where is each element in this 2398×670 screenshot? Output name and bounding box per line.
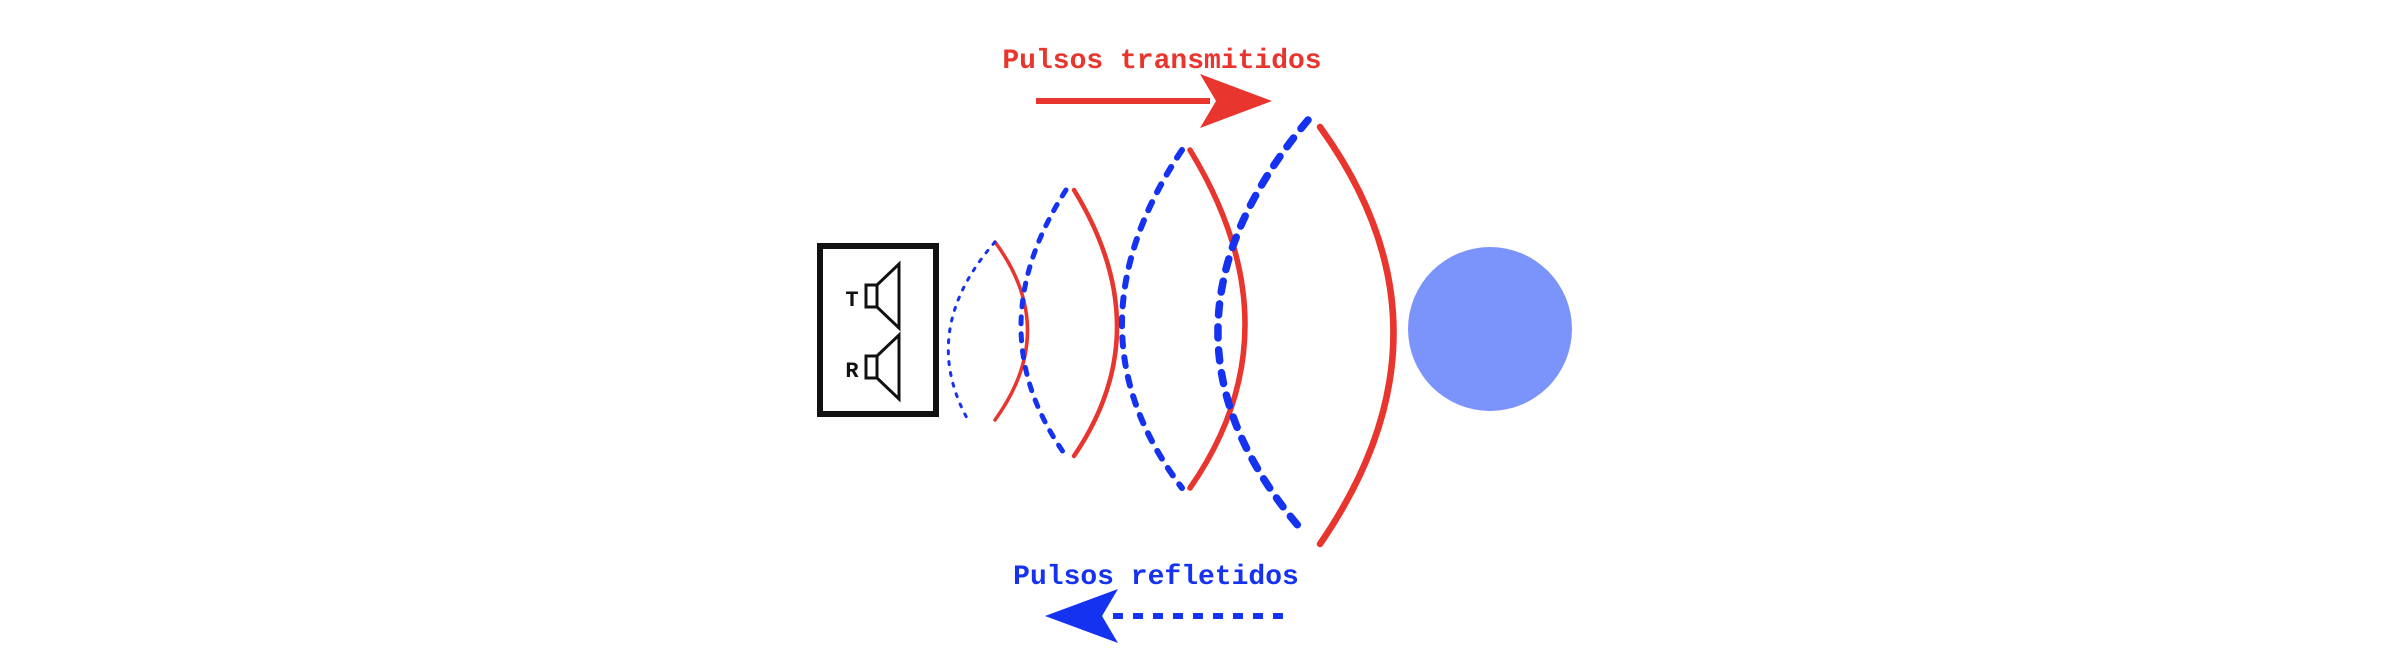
transmitted-wave-3 — [1187, 147, 1248, 491]
reflected-arrow — [1045, 589, 1283, 643]
reflected-pulses-label: Pulsos refletidos — [1013, 562, 1299, 593]
reflected-wavefronts — [946, 116, 1312, 532]
transmitted-wave-4 — [1316, 123, 1397, 548]
reflected-wave-4 — [1214, 116, 1312, 532]
transmitted-wave-1 — [993, 240, 1030, 422]
reflected-wave-3 — [1119, 147, 1185, 491]
transmitted-pulses-label: Pulsos transmitidos — [1002, 46, 1321, 77]
transmitted-wave-2 — [1071, 187, 1120, 459]
sonar-device: T R — [817, 243, 939, 417]
transmitter-speaker-icon — [864, 260, 901, 332]
transmitter-label: T — [845, 288, 858, 313]
reflected-wave-1 — [946, 240, 997, 422]
receiver-label: R — [845, 359, 859, 384]
transmitted-arrow — [1036, 74, 1272, 128]
transmitted-wavefronts — [993, 123, 1397, 548]
receiver-speaker-icon — [864, 331, 901, 403]
target-object — [1408, 247, 1572, 411]
reflected-wave-2 — [1018, 187, 1069, 459]
